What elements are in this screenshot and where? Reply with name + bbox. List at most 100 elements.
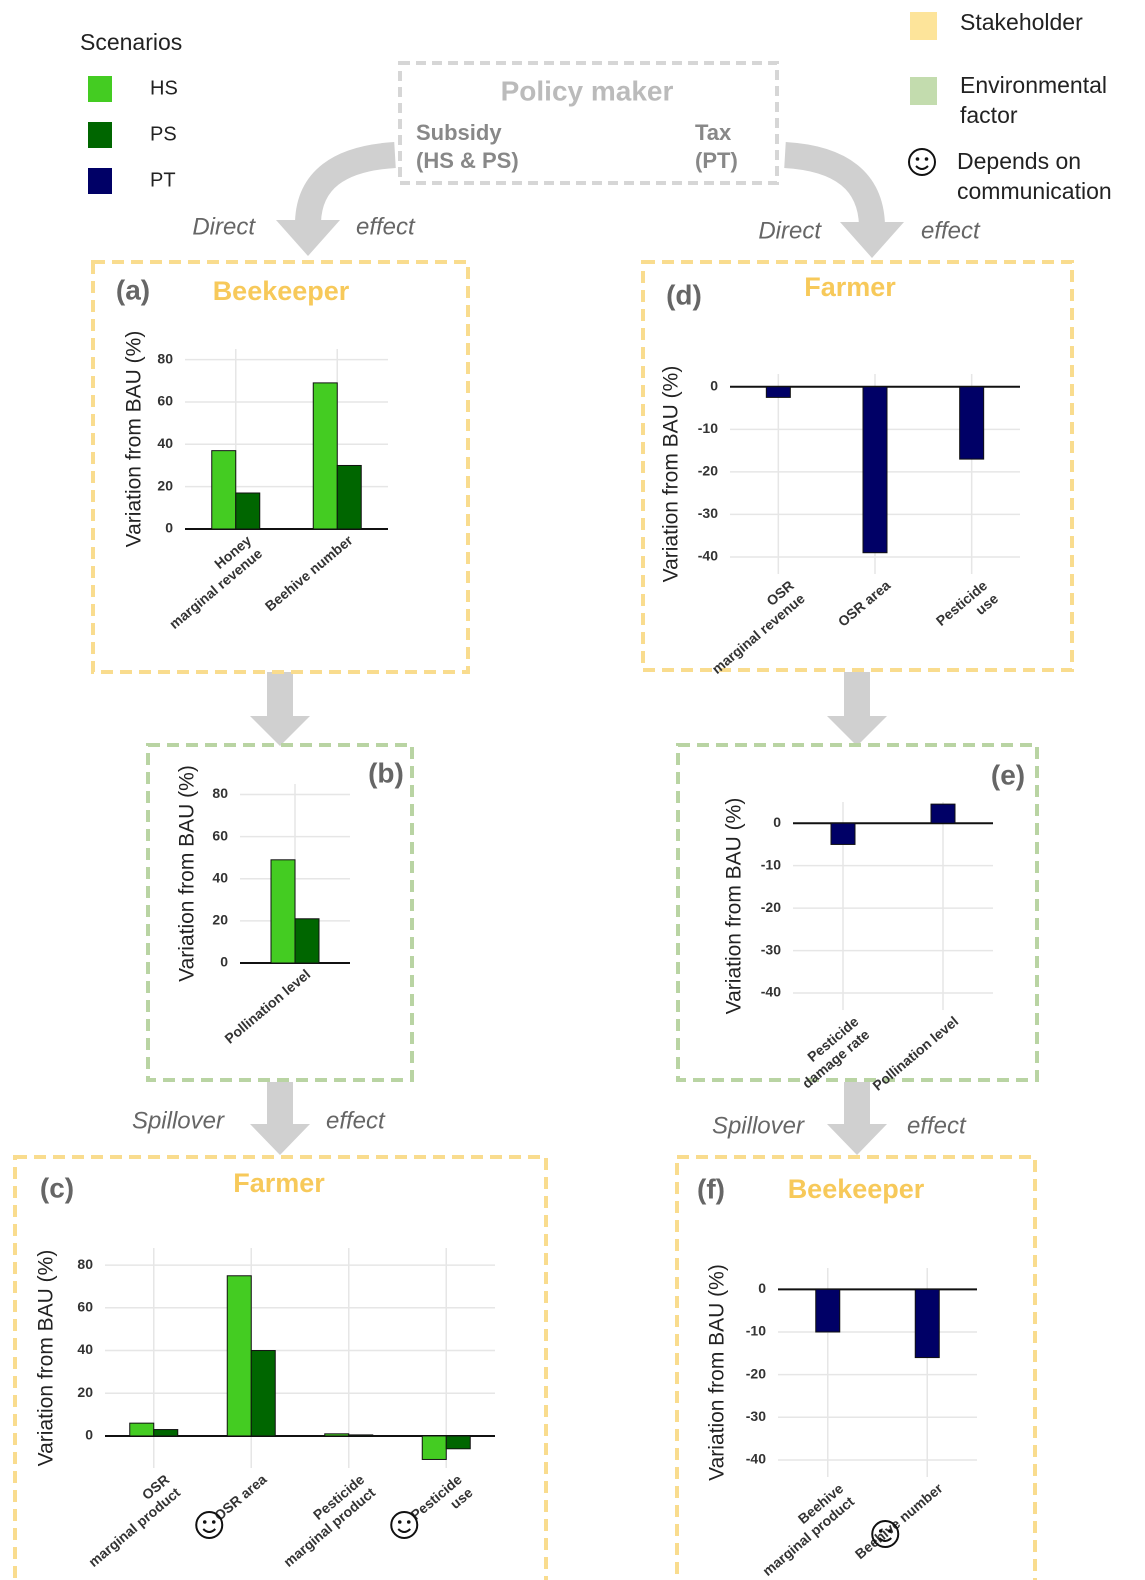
bar <box>930 803 956 824</box>
panel-label: (c) <box>40 1172 74 1203</box>
arrowhead <box>840 222 904 258</box>
arrow-label: effect <box>907 1112 967 1139</box>
bar <box>294 918 320 964</box>
policy-right: Tax (PT) <box>695 120 738 173</box>
y-tick-label: -10 <box>698 420 718 436</box>
arrow-label: Direct <box>758 217 822 244</box>
y-tick-label: 0 <box>85 1427 93 1443</box>
arrow-right <box>783 142 885 227</box>
bar <box>324 1433 350 1437</box>
y-axis-label: Variation from BAU (%) <box>706 1264 729 1481</box>
bar <box>312 382 338 530</box>
arrow-label: effect <box>356 213 416 240</box>
smiley-eye <box>211 1520 216 1524</box>
legend-label: HS <box>150 77 178 99</box>
y-tick-label: 40 <box>212 869 228 885</box>
key-label: Depends on communication <box>957 148 1112 204</box>
smiley-face <box>871 1520 900 1548</box>
panel-frame <box>675 1155 1037 1580</box>
y-axis-label: Variation from BAU (%) <box>723 798 746 1015</box>
smiley-icon <box>195 1511 224 1539</box>
panel-title: Beekeeper <box>213 276 350 306</box>
smiley-mouth <box>878 1537 892 1542</box>
x-tick-label: Pollination level <box>221 966 313 1047</box>
arrowhead <box>250 716 310 746</box>
smiley-eye <box>887 1529 892 1533</box>
smiley-icon <box>390 1511 419 1539</box>
panel-label: (a) <box>116 274 150 305</box>
bar <box>250 1350 276 1437</box>
y-tick-label: -20 <box>746 1365 766 1381</box>
key-swatch <box>910 77 937 105</box>
key-label: Stakeholder <box>960 9 1083 35</box>
bar <box>830 822 856 845</box>
smiley-face <box>195 1511 224 1539</box>
y-tick-label: 60 <box>157 393 173 409</box>
arrow-left <box>295 142 397 224</box>
smiley-eye <box>915 157 920 161</box>
policy-maker-box <box>398 61 779 185</box>
x-tick-label: Beehivemarginal product <box>748 1480 857 1579</box>
y-tick-label: 40 <box>77 1341 93 1357</box>
y-tick-label: 80 <box>77 1256 93 1272</box>
smiley-eye <box>397 1520 402 1524</box>
panel-label: (e) <box>991 759 1025 790</box>
arrowhead <box>276 220 340 256</box>
smiley-icon <box>871 1520 900 1548</box>
bar <box>336 464 362 530</box>
legend-swatch <box>88 168 112 194</box>
y-tick-label: 20 <box>77 1384 93 1400</box>
legend-label: PT <box>150 169 176 191</box>
panel-frame <box>91 260 470 674</box>
y-tick-label: -10 <box>761 856 781 872</box>
bar <box>914 1288 940 1359</box>
panel-frame <box>641 260 1074 672</box>
panel-title: Farmer <box>233 1168 325 1198</box>
arrow-label: effect <box>921 217 981 244</box>
x-tick-label: OSR area <box>835 577 894 630</box>
y-tick-label: 80 <box>157 350 173 366</box>
y-tick-label: -30 <box>746 1408 766 1424</box>
smiley-eye <box>406 1520 411 1524</box>
bar <box>959 386 985 460</box>
smiley-mouth <box>915 165 929 170</box>
x-tick-label: Pesticidemarginal product <box>269 1471 378 1570</box>
x-tick-label: Beehive number <box>262 532 356 615</box>
y-tick-label: -40 <box>698 548 718 564</box>
y-tick-label: 0 <box>165 520 173 536</box>
panel-title: Farmer <box>804 272 896 302</box>
y-tick-label: -10 <box>746 1323 766 1339</box>
arrowheads <box>250 220 904 1155</box>
y-tick-label: -40 <box>746 1451 766 1467</box>
bar <box>765 386 791 398</box>
smiley-face <box>390 1511 419 1539</box>
key-label: Environmental factor <box>960 72 1107 128</box>
arrow-label: effect <box>326 1107 386 1134</box>
panel-frame <box>13 1155 548 1580</box>
key-swatch <box>910 12 937 40</box>
bar <box>862 386 888 554</box>
y-tick-label: -20 <box>761 899 781 915</box>
x-tick-label: Beehive number <box>852 1480 946 1563</box>
y-axis-label: Variation from BAU (%) <box>35 1250 58 1467</box>
policy-left: Subsidy (HS & PS) <box>416 120 519 173</box>
smiley-mouth <box>397 1528 411 1533</box>
x-tick-label: Honeymarginal revenue <box>155 532 265 632</box>
legend-swatch <box>88 122 112 148</box>
legend-label: PS <box>150 123 177 145</box>
y-tick-label: -20 <box>698 463 718 479</box>
smiley-icon <box>908 148 936 176</box>
y-axis-label: Variation from BAU (%) <box>660 366 683 583</box>
y-tick-label: 0 <box>220 954 228 970</box>
panel-title: Beekeeper <box>788 1174 925 1204</box>
legend-title: Scenarios <box>80 29 182 55</box>
y-axis-label: Variation from BAU (%) <box>123 331 146 548</box>
smiley-mouth <box>202 1528 216 1533</box>
smiley-eye <box>924 157 929 161</box>
bar <box>815 1288 841 1333</box>
y-tick-label: 40 <box>157 435 173 451</box>
policy-maker-title: Policy maker <box>501 75 674 106</box>
arrow-label: Spillover <box>132 1107 225 1134</box>
smiley-face <box>908 148 936 176</box>
y-tick-label: 20 <box>157 477 173 493</box>
